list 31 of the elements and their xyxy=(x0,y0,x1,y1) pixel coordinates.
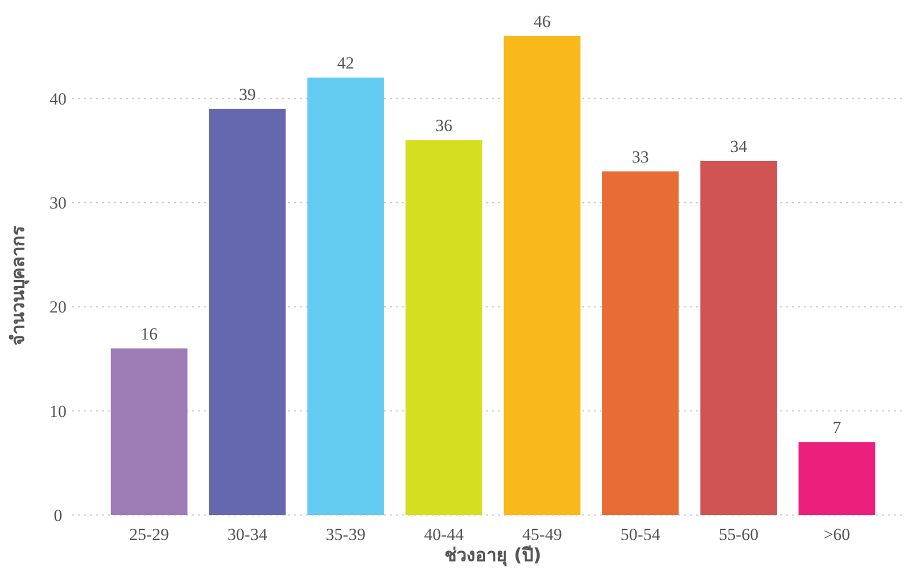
y-tick-label: 40 xyxy=(50,89,66,108)
bar xyxy=(406,140,482,515)
x-axis-title: ช่วงอายุ (ปี) xyxy=(444,545,542,567)
data-label: 42 xyxy=(337,54,354,73)
y-tick-label: 10 xyxy=(50,402,66,421)
y-tick-label: 0 xyxy=(54,506,62,525)
data-label: 16 xyxy=(140,324,158,344)
bar xyxy=(602,171,679,515)
x-tick-label: 50-54 xyxy=(620,525,661,544)
y-tick-label: 20 xyxy=(50,298,66,317)
x-tick-label: 35-39 xyxy=(326,525,366,544)
bar xyxy=(110,348,188,515)
data-label: 39 xyxy=(238,84,256,104)
bar xyxy=(700,160,777,515)
y-tick-label: 30 xyxy=(50,194,66,213)
data-label: 46 xyxy=(534,12,551,31)
bar xyxy=(798,442,876,515)
x-tick-label: 55-60 xyxy=(718,525,758,544)
data-label: 33 xyxy=(632,147,649,166)
x-tick-label: 45-49 xyxy=(522,525,562,544)
x-tick-label: 40-44 xyxy=(424,525,464,544)
y-axis-title: จำนวนบุคลากร xyxy=(8,226,30,346)
x-tick-label: 25-29 xyxy=(129,525,169,544)
bar xyxy=(504,36,580,515)
data-label: 7 xyxy=(832,418,842,438)
x-tick-label: >60 xyxy=(824,525,850,544)
x-tick-label: 30-34 xyxy=(228,525,268,544)
data-label: 34 xyxy=(730,136,748,156)
bar xyxy=(307,78,384,515)
data-label: 36 xyxy=(435,116,452,136)
bar xyxy=(209,108,286,515)
